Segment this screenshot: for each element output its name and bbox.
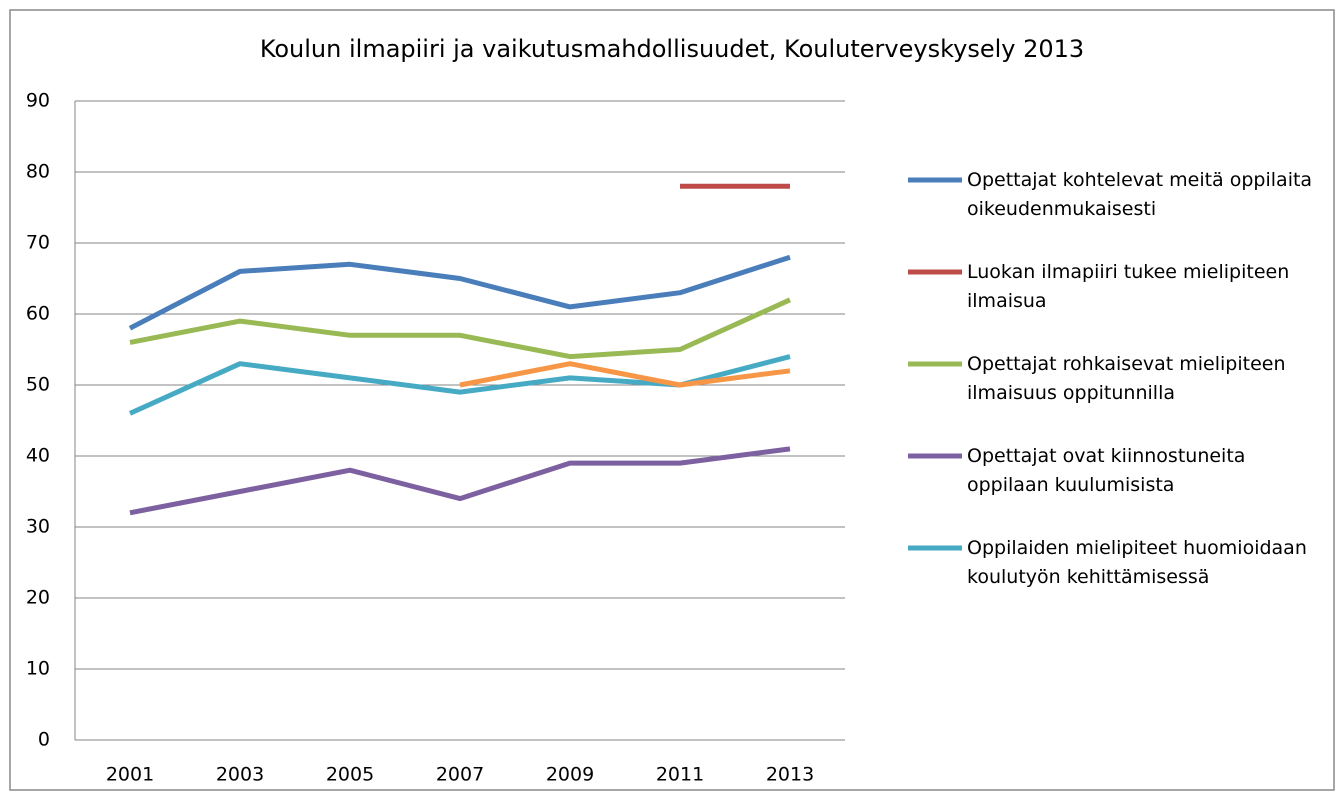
legend-line: ilmaisua xyxy=(967,290,1047,312)
legend-line: Luokan ilmapiiri tukee mielipiteen xyxy=(967,261,1289,283)
legend-line: koulutyön kehittämisessä xyxy=(967,566,1209,588)
x-tick-label: 2011 xyxy=(656,764,704,786)
y-tick-label: 50 xyxy=(26,374,50,396)
x-tick-label: 2007 xyxy=(436,764,484,786)
x-tick-label: 2009 xyxy=(546,764,594,786)
series-line xyxy=(129,446,791,516)
x-tick-label: 2001 xyxy=(106,764,154,786)
x-tick-label: 2013 xyxy=(766,764,814,786)
y-tick-label: 60 xyxy=(26,303,50,325)
legend-label: Oppilaiden mielipiteet huomioidaan koulut… xyxy=(967,537,1307,588)
chart-border xyxy=(9,9,1335,791)
legend-line: Oppilaiden mielipiteet huomioidaan xyxy=(967,537,1307,559)
x-tick-label: 2005 xyxy=(326,764,374,786)
y-tick-label: 80 xyxy=(26,161,50,183)
legend-line: Opettajat ovat kiinnostuneita xyxy=(967,445,1245,467)
legend-label: Opettajat rohkaisevat mielipiteen ilmaisu… xyxy=(967,353,1286,404)
series-line xyxy=(459,361,791,388)
legend-line: Opettajat kohtelevat meitä oppilaita xyxy=(967,169,1312,191)
legend-label: Luokan ilmapiiri tukee mielipiteen ilmais… xyxy=(967,261,1289,312)
legend-line: oikeudenmukaisesti xyxy=(967,198,1156,220)
legend-line: oppilaan kuulumisista xyxy=(967,474,1174,496)
y-tick-label: 40 xyxy=(26,445,50,467)
series-line xyxy=(129,297,792,360)
legend-label: Opettajat kohtelevat meitä oppilaita oike… xyxy=(967,169,1312,220)
series-line xyxy=(128,254,791,331)
legend-label: Opettajat ovat kiinnostuneita oppilaan ku… xyxy=(967,445,1245,496)
y-tick-label: 90 xyxy=(26,90,50,112)
y-tick-label: 20 xyxy=(26,587,50,609)
chart-title: Koulun ilmapiiri ja vaikutusmahdollisuud… xyxy=(260,35,1084,63)
legend-line: Opettajat rohkaisevat mielipiteen xyxy=(967,353,1286,375)
y-tick-label: 70 xyxy=(26,232,50,254)
y-tick-label: 10 xyxy=(26,658,50,680)
y-tick-label: 0 xyxy=(38,729,50,751)
y-tick-label: 30 xyxy=(26,516,50,538)
x-tick-label: 2003 xyxy=(216,764,264,786)
legend-line: ilmaisuus oppitunnilla xyxy=(967,382,1175,404)
